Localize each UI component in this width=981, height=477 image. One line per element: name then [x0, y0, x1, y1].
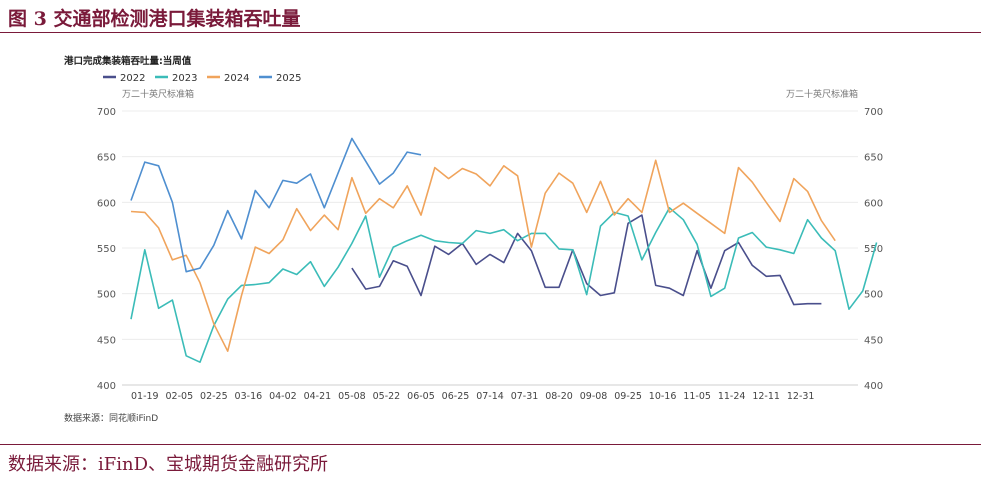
x-tick-label: 06-05 — [407, 391, 435, 402]
y-tick-left: 700 — [97, 107, 116, 118]
legend-label-2023: 2023 — [172, 73, 197, 84]
x-tick-label: 08-20 — [545, 391, 573, 402]
y-tick-right: 600 — [864, 198, 883, 209]
line-chart: 港口完成集装箱吞吐量:当周值 2022 2023 2024 2025 万二十英尺标准箱… — [64, 55, 883, 424]
figure-title: 图 3 交通部检测港口集装箱吞吐量 — [8, 8, 301, 30]
series-line-2024 — [130, 159, 836, 352]
x-axis: 01-19 02-05 02-25 03-16 04-02 04-21 05-08 05-22… — [131, 391, 814, 402]
x-tick-label: 11-24 — [718, 391, 746, 402]
y-tick-right: 650 — [864, 153, 883, 164]
x-tick-label: 04-02 — [269, 391, 297, 402]
y-tick-right: 500 — [864, 290, 883, 301]
y-tick-right: 450 — [864, 335, 883, 346]
chart-legend: 2022 2023 2024 2025 — [103, 73, 301, 84]
x-tick-label: 09-25 — [614, 391, 642, 402]
series-line-2023 — [130, 207, 878, 363]
y-tick-left: 650 — [97, 153, 116, 164]
y-tick-right: 700 — [864, 107, 883, 118]
series-line-2022 — [351, 214, 822, 306]
x-tick-label: 05-22 — [373, 391, 401, 402]
left-y-axis: 400 450 500 550 600 650 700 — [97, 107, 116, 392]
x-tick-label: 09-08 — [580, 391, 608, 402]
y-tick-left: 450 — [97, 335, 116, 346]
y-tick-right: 550 — [864, 244, 883, 255]
title-divider — [0, 32, 981, 33]
x-tick-label: 01-19 — [131, 391, 159, 402]
y-tick-left: 400 — [97, 381, 116, 392]
y-tick-left: 500 — [97, 290, 116, 301]
x-tick-label: 10-16 — [649, 391, 677, 402]
y-tick-right: 400 — [864, 381, 883, 392]
x-tick-label: 12-11 — [752, 391, 780, 402]
x-tick-label: 12-31 — [787, 391, 815, 402]
y-tick-left: 550 — [97, 244, 116, 255]
x-tick-label: 11-05 — [683, 391, 711, 402]
source-divider — [0, 444, 981, 445]
x-tick-label: 07-31 — [511, 391, 539, 402]
legend-label-2024: 2024 — [224, 73, 249, 84]
right-axis-unit: 万二十英尺标准箱 — [786, 88, 858, 100]
x-tick-label: 05-08 — [338, 391, 366, 402]
x-tick-label: 03-16 — [235, 391, 263, 402]
y-tick-left: 600 — [97, 198, 116, 209]
left-axis-unit: 万二十英尺标准箱 — [122, 88, 194, 100]
x-tick-label: 04-21 — [304, 391, 332, 402]
chart-title: 港口完成集装箱吞吐量:当周值 — [64, 55, 192, 67]
right-y-axis: 400 450 500 550 600 650 700 — [864, 107, 883, 392]
legend-label-2022: 2022 — [120, 73, 145, 84]
chart-source-note: 数据来源：同花顺iFinD — [64, 412, 158, 424]
series-line-2025 — [130, 137, 422, 273]
x-tick-label: 06-25 — [442, 391, 470, 402]
source-line: 数据来源：iFinD、宝城期货金融研究所 — [8, 454, 329, 475]
x-tick-label: 02-05 — [166, 391, 194, 402]
series-lines — [130, 137, 878, 363]
chart-gridlines — [122, 110, 858, 386]
legend-label-2025: 2025 — [276, 73, 301, 84]
x-tick-label: 02-25 — [200, 391, 228, 402]
x-tick-label: 07-14 — [476, 391, 504, 402]
